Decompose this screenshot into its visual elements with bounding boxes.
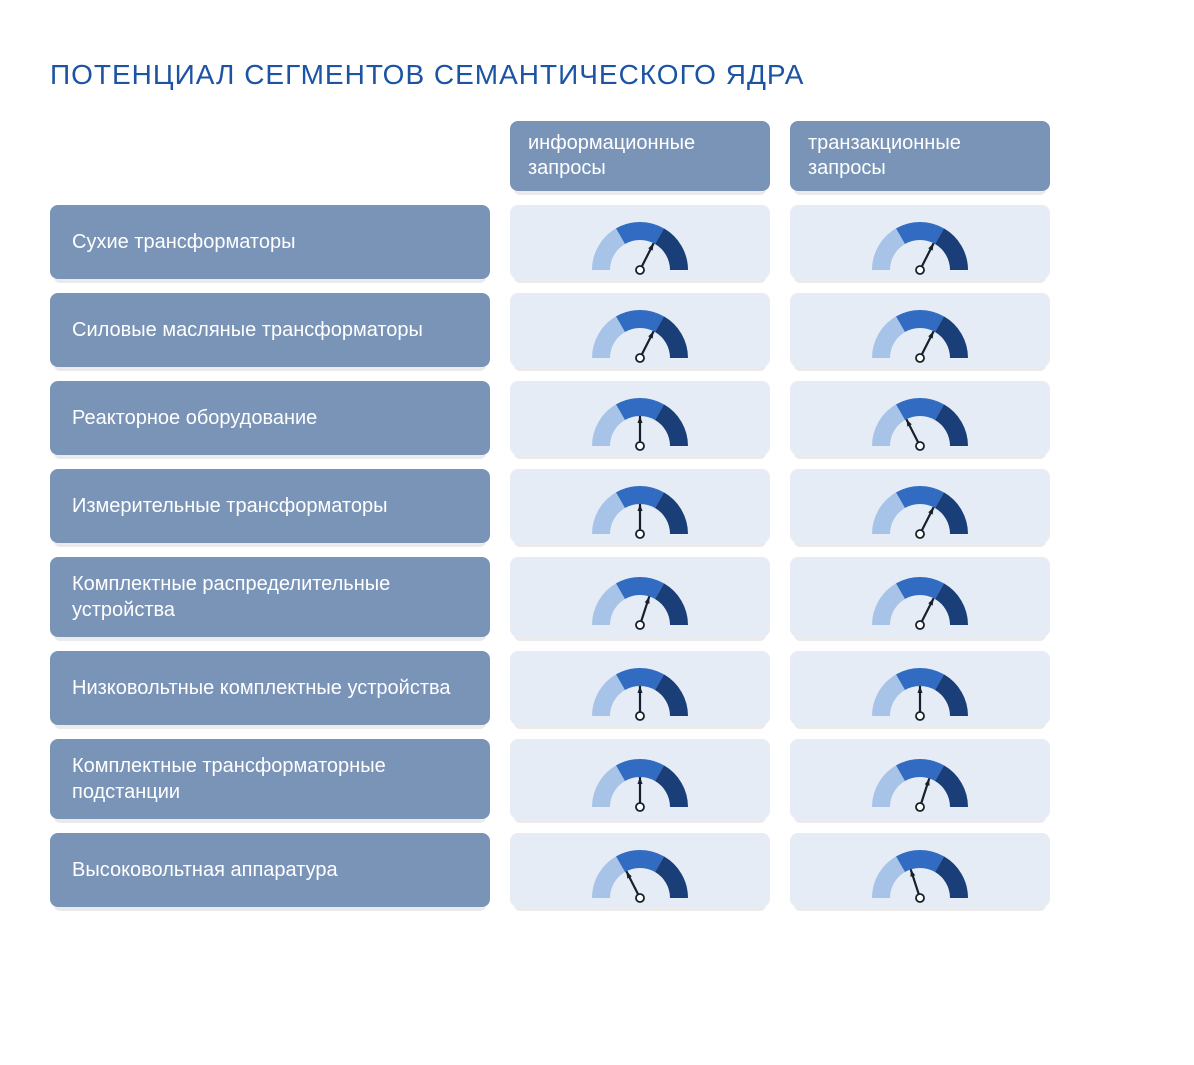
matrix-grid: информационные запросы транзакционные зап… [50,121,1144,907]
gauge-cell [790,381,1050,455]
header-spacer [50,121,490,191]
column-header: информационные запросы [510,121,770,191]
gauge-cell [510,381,770,455]
gauge-cell [510,739,770,819]
gauge-cell [510,833,770,907]
gauge-cell [790,739,1050,819]
gauge-cell [790,205,1050,279]
column-header: транзакционные запросы [790,121,1050,191]
row-label: Реакторное оборудование [50,381,490,455]
row-label: Низковольтные комплектные устройства [50,651,490,725]
page-title: ПОТЕНЦИАЛ СЕГМЕНТОВ СЕМАНТИЧЕСКОГО ЯДРА [50,59,1144,91]
gauge-cell [510,293,770,367]
gauge-cell [790,557,1050,637]
row-label: Комплектные трансформаторные подстанции [50,739,490,819]
row-label: Высоковольтная аппаратура [50,833,490,907]
gauge-cell [510,469,770,543]
gauge-cell [790,469,1050,543]
row-label: Комплектные распределительные устройства [50,557,490,637]
gauge-cell [790,293,1050,367]
row-label: Силовые масляные трансформаторы [50,293,490,367]
row-label: Измерительные трансформаторы [50,469,490,543]
gauge-cell [510,557,770,637]
gauge-cell [790,833,1050,907]
row-label: Сухие трансформаторы [50,205,490,279]
gauge-cell [510,651,770,725]
gauge-cell [510,205,770,279]
gauge-cell [790,651,1050,725]
